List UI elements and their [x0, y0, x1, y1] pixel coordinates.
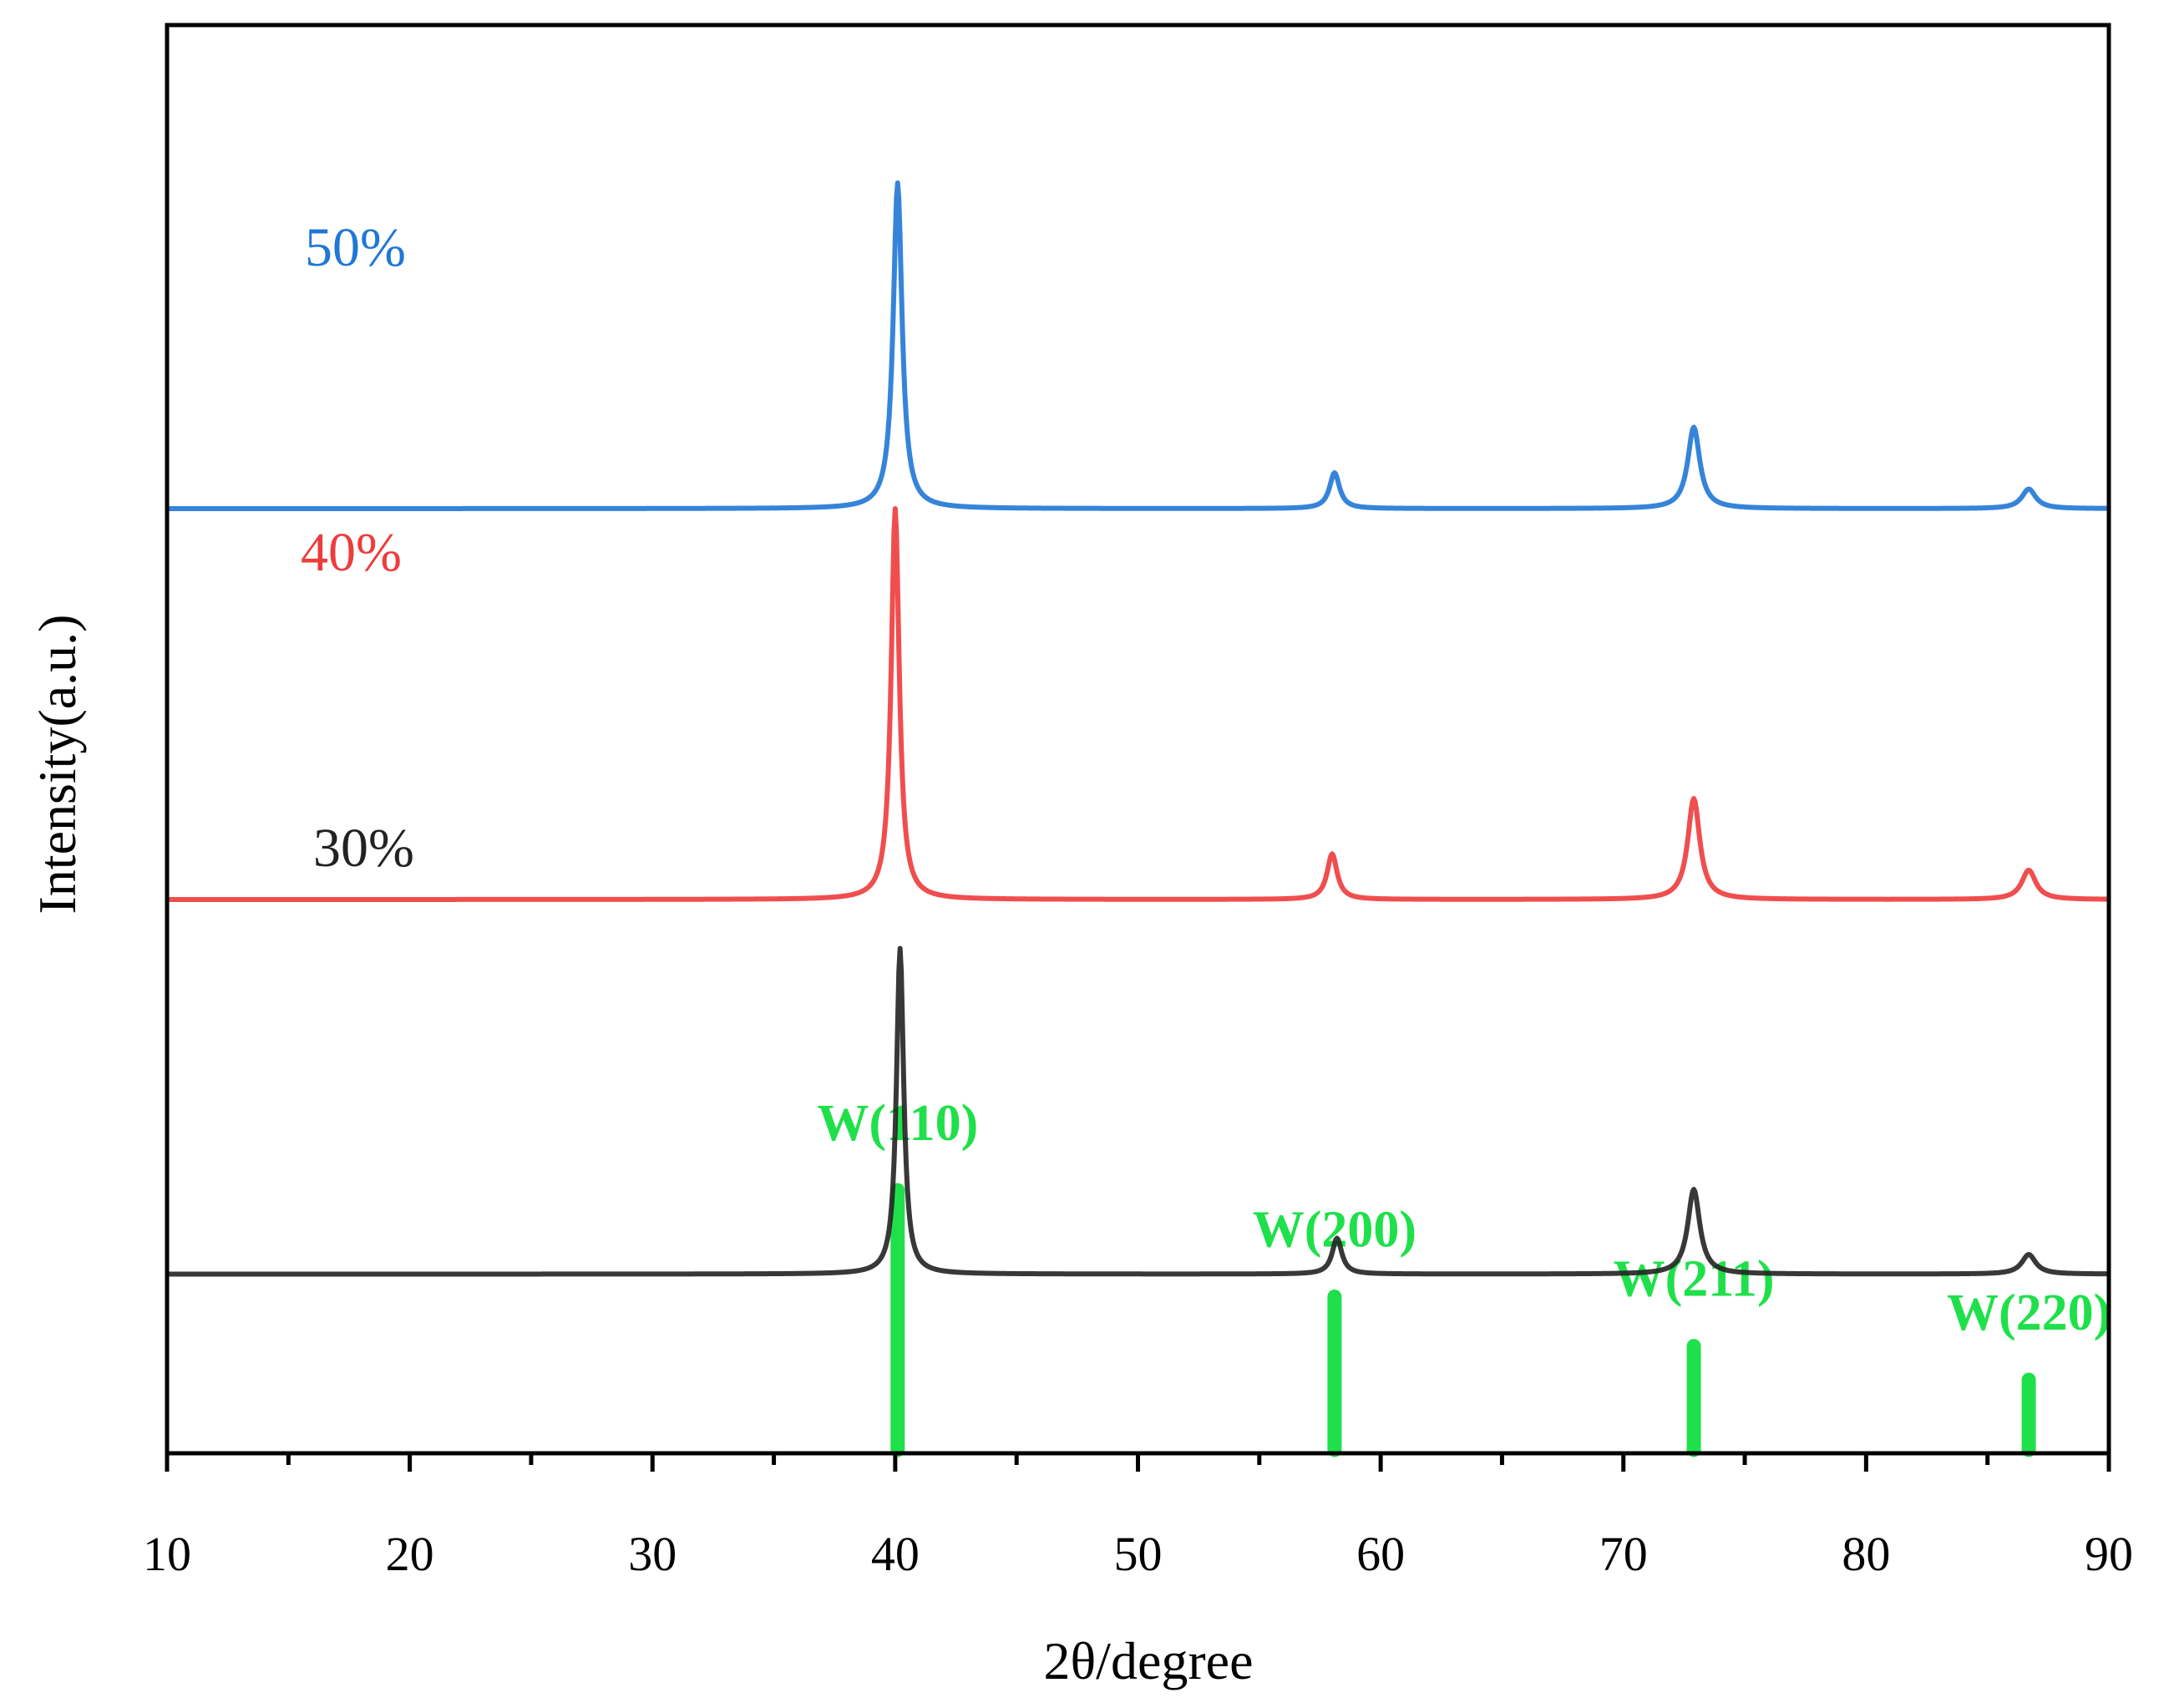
series-line-50pct	[165, 180, 2111, 511]
y-axis-title: Intensity(a.u.)	[28, 615, 87, 915]
x-tick-label: 40	[871, 1527, 920, 1581]
x-tick-label: 50	[1114, 1527, 1163, 1581]
series-label-40pct: 40%	[301, 522, 402, 583]
x-tick-label: 80	[1842, 1527, 1890, 1581]
reference-label: W(220)	[1947, 1285, 2111, 1341]
x-tick-label: 90	[2085, 1527, 2133, 1581]
reference-label: W(211)	[1614, 1251, 1775, 1308]
x-tick-label: 10	[143, 1527, 191, 1581]
series-group	[165, 180, 2111, 1277]
series-label-50pct: 50%	[305, 217, 406, 278]
x-axis-ticks: 10 20 30 40 50 60 70 80 90	[143, 1453, 2133, 1581]
x-tick-label: 30	[628, 1527, 677, 1581]
x-axis-title: 2θ/degree	[1044, 1631, 1254, 1690]
x-tick-label: 60	[1356, 1527, 1405, 1581]
series-label-30pct: 30%	[313, 818, 414, 879]
series-line-30pct	[165, 945, 2111, 1277]
label-group: 50% 40% 30%	[301, 217, 414, 879]
x-tick-label: 70	[1599, 1527, 1648, 1581]
series-line-40pct	[165, 505, 2111, 902]
x-tick-label: 20	[386, 1527, 434, 1581]
